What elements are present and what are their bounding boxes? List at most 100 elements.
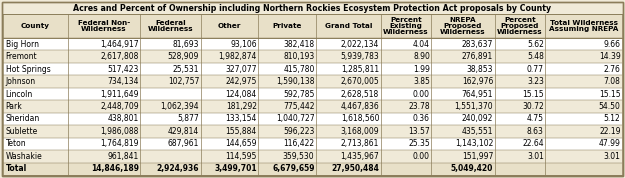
Bar bbox=[3, 38, 622, 50]
Text: 102,757: 102,757 bbox=[168, 77, 199, 86]
Text: Total: Total bbox=[6, 164, 27, 173]
Text: 22.19: 22.19 bbox=[599, 127, 621, 136]
Text: 5,049,420: 5,049,420 bbox=[451, 164, 493, 173]
Text: Sublette: Sublette bbox=[6, 127, 38, 136]
Text: 0.77: 0.77 bbox=[527, 65, 544, 74]
Text: 2.76: 2.76 bbox=[604, 65, 621, 74]
Text: 124,084: 124,084 bbox=[226, 90, 257, 99]
Text: 54.50: 54.50 bbox=[599, 102, 621, 111]
Text: 181,292: 181,292 bbox=[226, 102, 257, 111]
Text: 22.64: 22.64 bbox=[522, 139, 544, 148]
Text: 0.00: 0.00 bbox=[413, 152, 430, 161]
Bar bbox=[3, 100, 622, 113]
Text: 1,618,560: 1,618,560 bbox=[341, 114, 379, 124]
Text: NREPA
Proposed
Wilderness: NREPA Proposed Wilderness bbox=[440, 17, 486, 35]
Text: 276,891: 276,891 bbox=[462, 52, 493, 61]
Text: Teton: Teton bbox=[6, 139, 26, 148]
Text: 242,975: 242,975 bbox=[226, 77, 257, 86]
Bar bbox=[3, 113, 622, 125]
Text: Grand Total: Grand Total bbox=[324, 23, 372, 29]
Bar bbox=[3, 75, 622, 88]
Text: 15.15: 15.15 bbox=[522, 90, 544, 99]
Bar bbox=[3, 63, 622, 75]
Text: 592,785: 592,785 bbox=[283, 90, 314, 99]
Text: Federal Non-
Wilderness: Federal Non- Wilderness bbox=[78, 20, 130, 32]
Text: 775,442: 775,442 bbox=[283, 102, 314, 111]
Text: 5,939,783: 5,939,783 bbox=[341, 52, 379, 61]
Text: 114,595: 114,595 bbox=[226, 152, 257, 161]
Text: Johnson: Johnson bbox=[6, 77, 36, 86]
Text: 93,106: 93,106 bbox=[230, 40, 257, 49]
Text: 13.57: 13.57 bbox=[408, 127, 430, 136]
Text: 327,077: 327,077 bbox=[226, 65, 257, 74]
Text: 2,713,861: 2,713,861 bbox=[341, 139, 379, 148]
Text: Sheridan: Sheridan bbox=[6, 114, 40, 124]
Bar bbox=[3, 50, 622, 63]
Text: 2,617,808: 2,617,808 bbox=[100, 52, 139, 61]
Bar bbox=[3, 163, 622, 175]
Text: 8.90: 8.90 bbox=[413, 52, 430, 61]
Text: 1,764,819: 1,764,819 bbox=[100, 139, 139, 148]
Text: 1,285,811: 1,285,811 bbox=[341, 65, 379, 74]
Text: 23.78: 23.78 bbox=[408, 102, 430, 111]
Text: Federal
Wilderness: Federal Wilderness bbox=[148, 20, 193, 32]
Text: 2,924,936: 2,924,936 bbox=[157, 164, 199, 173]
Text: 2,448,709: 2,448,709 bbox=[100, 102, 139, 111]
Text: 1.99: 1.99 bbox=[413, 65, 430, 74]
Text: 415,780: 415,780 bbox=[283, 65, 314, 74]
Text: 1,464,917: 1,464,917 bbox=[100, 40, 139, 49]
Text: 1,435,967: 1,435,967 bbox=[341, 152, 379, 161]
Text: 438,801: 438,801 bbox=[107, 114, 139, 124]
Text: 283,637: 283,637 bbox=[462, 40, 493, 49]
Text: 3.01: 3.01 bbox=[604, 152, 621, 161]
Bar bbox=[3, 88, 622, 100]
Text: Hot Springs: Hot Springs bbox=[6, 65, 50, 74]
Text: 1,062,394: 1,062,394 bbox=[161, 102, 199, 111]
Text: 359,530: 359,530 bbox=[283, 152, 314, 161]
Text: 116,422: 116,422 bbox=[283, 139, 314, 148]
Text: 133,154: 133,154 bbox=[226, 114, 257, 124]
Text: 961,841: 961,841 bbox=[107, 152, 139, 161]
Text: Park: Park bbox=[6, 102, 22, 111]
Bar bbox=[3, 125, 622, 138]
Text: 2,022,134: 2,022,134 bbox=[341, 40, 379, 49]
Text: 8.63: 8.63 bbox=[527, 127, 544, 136]
Text: County: County bbox=[21, 23, 50, 29]
Text: 162,976: 162,976 bbox=[462, 77, 493, 86]
Text: Percent
Proposed
Wilderness: Percent Proposed Wilderness bbox=[498, 17, 543, 35]
Text: 7.08: 7.08 bbox=[604, 77, 621, 86]
Text: 734,134: 734,134 bbox=[107, 77, 139, 86]
Text: Total Wilderness
Assuming NREPA: Total Wilderness Assuming NREPA bbox=[549, 20, 618, 32]
Text: 1,551,370: 1,551,370 bbox=[454, 102, 493, 111]
Text: 596,223: 596,223 bbox=[283, 127, 314, 136]
Text: Big Horn: Big Horn bbox=[6, 40, 39, 49]
Text: Private: Private bbox=[272, 23, 302, 29]
Bar bbox=[3, 150, 622, 163]
Text: 5.12: 5.12 bbox=[604, 114, 621, 124]
Text: 1,986,088: 1,986,088 bbox=[100, 127, 139, 136]
Bar bbox=[3, 138, 622, 150]
Text: Other: Other bbox=[217, 23, 241, 29]
Text: 2,670,005: 2,670,005 bbox=[341, 77, 379, 86]
Text: 151,997: 151,997 bbox=[462, 152, 493, 161]
Text: 429,814: 429,814 bbox=[168, 127, 199, 136]
Text: 687,961: 687,961 bbox=[168, 139, 199, 148]
Text: 30.72: 30.72 bbox=[522, 102, 544, 111]
Text: 47.99: 47.99 bbox=[599, 139, 621, 148]
Text: Acres and Percent of Ownership including Northern Rockies Ecosystem Protection A: Acres and Percent of Ownership including… bbox=[74, 4, 552, 13]
Text: 5.48: 5.48 bbox=[527, 52, 544, 61]
Text: 9.66: 9.66 bbox=[604, 40, 621, 49]
Text: 27,950,484: 27,950,484 bbox=[331, 164, 379, 173]
Text: 25,531: 25,531 bbox=[173, 65, 199, 74]
Text: 1,040,727: 1,040,727 bbox=[276, 114, 314, 124]
Text: 435,551: 435,551 bbox=[462, 127, 493, 136]
Text: 81,693: 81,693 bbox=[173, 40, 199, 49]
Text: 517,423: 517,423 bbox=[107, 65, 139, 74]
Bar bbox=[3, 14, 622, 38]
Text: 0.00: 0.00 bbox=[413, 90, 430, 99]
Text: 4.75: 4.75 bbox=[527, 114, 544, 124]
Text: Percent
Existing
Wilderness: Percent Existing Wilderness bbox=[383, 17, 429, 35]
Text: 3.85: 3.85 bbox=[413, 77, 430, 86]
Text: 5,877: 5,877 bbox=[177, 114, 199, 124]
Text: 382,418: 382,418 bbox=[283, 40, 314, 49]
